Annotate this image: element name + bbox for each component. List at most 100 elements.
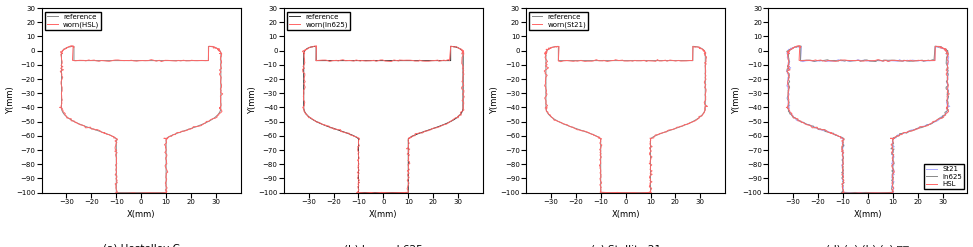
- St21: [886, 183, 898, 185]
- reference: [679, 59, 691, 62]
- HSL: [886, 183, 898, 186]
- worn(HSL): [196, 59, 207, 62]
- Line: worn(In625): worn(In625): [303, 46, 464, 193]
- reference: [185, 127, 197, 130]
- worn(In625): [297, 106, 308, 109]
- HSL: [858, 192, 870, 195]
- HSL: [875, 191, 886, 194]
- Y-axis label: Y(mm): Y(mm): [248, 86, 257, 114]
- St21: [918, 60, 929, 62]
- St21: [912, 127, 923, 130]
- Legend: reference, worn(St21): reference, worn(St21): [529, 12, 589, 30]
- Legend: reference, worn(In625): reference, worn(In625): [287, 12, 350, 30]
- Text: (b) Inconel 625: (b) Inconel 625: [344, 244, 423, 247]
- Line: reference: reference: [546, 46, 705, 193]
- worn(St21): [595, 165, 606, 168]
- HSL: [783, 52, 795, 55]
- In625: [876, 191, 887, 194]
- reference: [540, 52, 552, 55]
- reference: [645, 191, 657, 194]
- HSL: [911, 128, 922, 131]
- reference: [298, 106, 309, 109]
- reference: [629, 191, 640, 194]
- Y-axis label: Y(mm): Y(mm): [732, 86, 741, 114]
- St21: [837, 165, 848, 168]
- reference: [386, 191, 398, 194]
- worn(HSL): [149, 191, 161, 194]
- In625: [795, 44, 807, 47]
- worn(HSL): [56, 52, 68, 55]
- worn(HSL): [110, 165, 122, 168]
- St21: [781, 52, 793, 55]
- worn(St21): [644, 183, 656, 185]
- HSL: [921, 59, 933, 62]
- In625: [781, 106, 793, 109]
- worn(HSL): [66, 44, 78, 47]
- worn(In625): [403, 183, 414, 186]
- St21: [871, 191, 883, 194]
- worn(In625): [426, 127, 438, 130]
- Line: St21: St21: [786, 46, 950, 193]
- HSL: [793, 44, 805, 47]
- reference: [298, 52, 309, 55]
- worn(In625): [353, 165, 365, 168]
- Line: reference: reference: [61, 46, 221, 193]
- reference: [553, 45, 564, 48]
- In625: [853, 192, 865, 195]
- worn(St21): [645, 192, 657, 195]
- reference: [427, 127, 439, 130]
- X-axis label: X(mm): X(mm): [611, 210, 640, 220]
- In625: [783, 52, 795, 55]
- worn(St21): [675, 60, 687, 62]
- reference: [352, 165, 364, 168]
- worn(In625): [369, 192, 380, 195]
- In625: [783, 52, 795, 55]
- worn(St21): [687, 45, 699, 48]
- In625: [886, 183, 898, 186]
- St21: [783, 52, 795, 55]
- worn(In625): [310, 44, 322, 47]
- reference: [298, 52, 309, 55]
- reference: [68, 45, 80, 48]
- reference: [437, 59, 449, 62]
- Line: reference: reference: [304, 46, 463, 193]
- worn(In625): [438, 59, 450, 62]
- HSL: [783, 52, 795, 55]
- worn(HSL): [161, 183, 172, 186]
- X-axis label: X(mm): X(mm): [853, 210, 883, 220]
- X-axis label: X(mm): X(mm): [369, 210, 398, 220]
- worn(St21): [669, 127, 681, 130]
- reference: [55, 106, 67, 109]
- Legend: reference, worn(HSL): reference, worn(HSL): [45, 12, 101, 30]
- worn(In625): [299, 52, 310, 55]
- reference: [161, 183, 172, 186]
- worn(In625): [391, 191, 403, 194]
- worn(HSL): [131, 192, 143, 195]
- worn(St21): [629, 191, 640, 194]
- worn(St21): [539, 106, 551, 109]
- reference: [195, 59, 206, 62]
- worn(HSL): [56, 52, 68, 55]
- HSL: [837, 165, 848, 168]
- Line: worn(St21): worn(St21): [544, 46, 707, 193]
- X-axis label: X(mm): X(mm): [126, 210, 156, 220]
- St21: [887, 192, 899, 195]
- reference: [403, 183, 414, 186]
- In625: [911, 127, 922, 130]
- worn(HSL): [55, 106, 67, 109]
- Y-axis label: Y(mm): Y(mm): [6, 86, 15, 114]
- reference: [55, 52, 67, 55]
- reference: [645, 183, 657, 186]
- In625: [922, 59, 934, 62]
- Text: (a) Hostelloy C: (a) Hostelloy C: [103, 244, 180, 247]
- worn(In625): [299, 52, 310, 55]
- reference: [595, 165, 606, 168]
- reference: [540, 106, 552, 109]
- Text: (c) Stellite 21: (c) Stellite 21: [591, 244, 661, 247]
- reference: [310, 45, 322, 48]
- worn(St21): [539, 52, 551, 55]
- HSL: [781, 106, 793, 109]
- Text: (d) (a),(b),(c) 중첩: (d) (a),(b),(c) 중첩: [826, 244, 910, 247]
- worn(HSL): [184, 128, 196, 131]
- Legend: St21, In625, HSL: St21, In625, HSL: [924, 164, 964, 189]
